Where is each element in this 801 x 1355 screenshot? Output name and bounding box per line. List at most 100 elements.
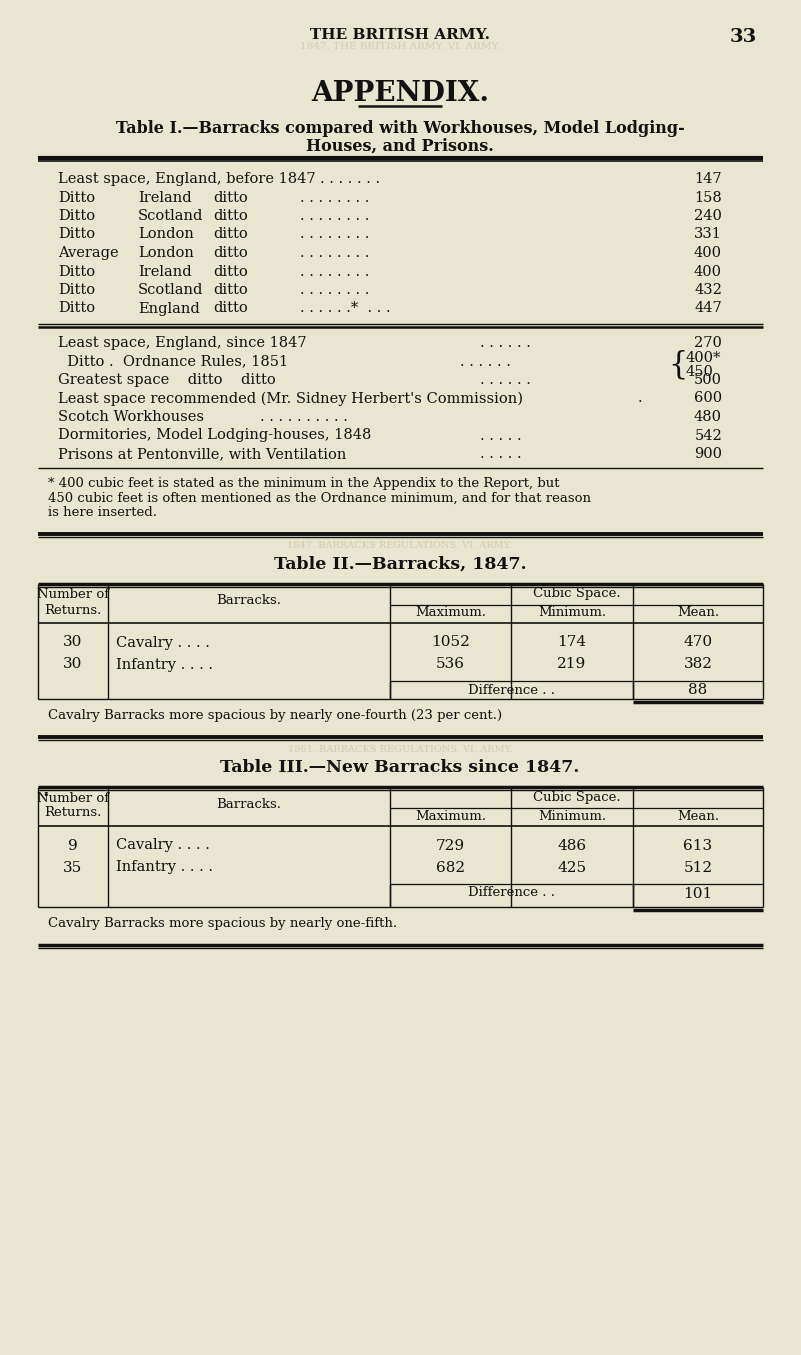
Text: 450 cubic feet is often mentioned as the Ordnance minimum, and for that reason: 450 cubic feet is often mentioned as the… <box>48 492 591 504</box>
Text: Difference . .: Difference . . <box>468 886 555 900</box>
Text: 447: 447 <box>694 302 722 316</box>
Text: Infantry . . . .: Infantry . . . . <box>116 657 213 672</box>
Text: 270: 270 <box>694 336 722 350</box>
Text: 331: 331 <box>694 228 722 241</box>
Text: London: London <box>138 228 194 241</box>
Text: Table II.—Barracks, 1847.: Table II.—Barracks, 1847. <box>274 556 526 573</box>
Text: ditto: ditto <box>213 302 248 316</box>
Text: 219: 219 <box>557 657 586 672</box>
Text: Difference . .: Difference . . <box>468 683 555 696</box>
Text: 382: 382 <box>683 657 713 672</box>
Text: Ditto: Ditto <box>58 264 95 279</box>
Text: Infantry . . . .: Infantry . . . . <box>116 860 213 874</box>
Text: Ditto: Ditto <box>58 209 95 224</box>
Text: Cavalry Barracks more spacious by nearly one-fourth (23 per cent.): Cavalry Barracks more spacious by nearly… <box>48 709 502 721</box>
Text: . . . . . . . .: . . . . . . . . <box>300 209 369 224</box>
Text: is here inserted.: is here inserted. <box>48 505 157 519</box>
Text: 470: 470 <box>683 635 713 649</box>
Text: . . . . .: . . . . . <box>480 447 521 461</box>
Text: Scotland: Scotland <box>138 283 203 297</box>
Text: Least space recommended (Mr. Sidney Herbert's Commission): Least space recommended (Mr. Sidney Herb… <box>58 392 523 406</box>
Text: . . . . . . . .: . . . . . . . . <box>300 264 369 279</box>
Text: Mean.: Mean. <box>677 809 719 822</box>
Text: Ditto .  Ordnance Rules, 1851: Ditto . Ordnance Rules, 1851 <box>58 355 288 369</box>
Text: {: { <box>668 350 687 381</box>
Text: 500: 500 <box>694 373 722 388</box>
Text: . . . . . . . .: . . . . . . . . <box>300 247 369 260</box>
Text: Table I.—Barracks compared with Workhouses, Model Lodging-: Table I.—Barracks compared with Workhous… <box>115 121 684 137</box>
Text: 1861. BARRACKS REGULATIONS. VI. ARMY.: 1861. BARRACKS REGULATIONS. VI. ARMY. <box>288 744 513 753</box>
Text: 682: 682 <box>436 860 465 874</box>
Text: ditto: ditto <box>213 191 248 205</box>
Text: 147: 147 <box>694 172 722 186</box>
Text: ditto: ditto <box>213 228 248 241</box>
Text: Barracks.: Barracks. <box>216 595 281 607</box>
Text: 1847. THE BRITISH ARMY. VI. ARMY.: 1847. THE BRITISH ARMY. VI. ARMY. <box>300 42 500 51</box>
Text: 240: 240 <box>694 209 722 224</box>
Text: . . . . .: . . . . . <box>480 428 521 443</box>
Text: Cavalry . . . .: Cavalry . . . . <box>116 839 210 852</box>
Text: ditto: ditto <box>213 283 248 297</box>
Text: 729: 729 <box>436 839 465 852</box>
Text: Least space, England, before 1847: Least space, England, before 1847 <box>58 172 316 186</box>
Text: Ditto: Ditto <box>58 302 95 316</box>
Text: * 400 cubic feet is stated as the minimum in the Appendix to the Report, but: * 400 cubic feet is stated as the minimu… <box>48 477 560 491</box>
Text: 9: 9 <box>68 839 78 852</box>
Text: Cavalry . . . .: Cavalry . . . . <box>116 635 210 649</box>
Text: Maximum.: Maximum. <box>415 809 486 822</box>
Text: Maximum.: Maximum. <box>415 607 486 619</box>
Text: 613: 613 <box>683 839 713 852</box>
Text: Average: Average <box>58 247 119 260</box>
Text: Ireland: Ireland <box>138 191 191 205</box>
Text: 486: 486 <box>557 839 586 852</box>
Text: 542: 542 <box>694 428 722 443</box>
Text: Number of
Returns.: Number of Returns. <box>37 791 109 820</box>
Text: Ireland: Ireland <box>138 264 191 279</box>
Text: 30: 30 <box>63 657 83 672</box>
Text: 1052: 1052 <box>431 635 470 649</box>
Text: Greatest space    ditto    ditto: Greatest space ditto ditto <box>58 373 276 388</box>
Text: 536: 536 <box>436 657 465 672</box>
Text: ditto: ditto <box>213 209 248 224</box>
Text: . . . . . . . .: . . . . . . . . <box>300 283 369 297</box>
Text: 35: 35 <box>63 860 83 874</box>
Text: Ditto: Ditto <box>58 228 95 241</box>
Text: Scotland: Scotland <box>138 209 203 224</box>
Text: . . . . . .*  . . .: . . . . . .* . . . <box>300 302 391 316</box>
Text: 88: 88 <box>688 683 707 698</box>
Text: Number of
Returns.: Number of Returns. <box>37 588 109 617</box>
Text: . . . . . . . .: . . . . . . . . <box>300 191 369 205</box>
Text: . . . . . . . . . .: . . . . . . . . . . <box>260 411 348 424</box>
Text: Table III.—New Barracks since 1847.: Table III.—New Barracks since 1847. <box>220 759 580 775</box>
Text: England: England <box>138 302 199 316</box>
Text: Cubic Space.: Cubic Space. <box>533 588 620 600</box>
Text: Cubic Space.: Cubic Space. <box>533 790 620 804</box>
Text: Prisons at Pentonville, with Ventilation: Prisons at Pentonville, with Ventilation <box>58 447 346 461</box>
Text: Ditto: Ditto <box>58 191 95 205</box>
Text: THE BRITISH ARMY.: THE BRITISH ARMY. <box>310 28 490 42</box>
Text: 1847. BARRACKS REGULATIONS. VI. ARMY.: 1847. BARRACKS REGULATIONS. VI. ARMY. <box>288 542 513 550</box>
Text: 33: 33 <box>730 28 757 46</box>
Text: 600: 600 <box>694 392 722 405</box>
Text: 512: 512 <box>683 860 713 874</box>
Text: 400: 400 <box>694 247 722 260</box>
Text: ditto: ditto <box>213 264 248 279</box>
Text: 101: 101 <box>683 886 713 901</box>
Text: Barracks.: Barracks. <box>216 798 281 810</box>
Text: 400*: 400* <box>685 351 720 364</box>
Text: . . . . . .: . . . . . . <box>480 336 531 350</box>
Text: .: . <box>638 392 642 405</box>
Text: 432: 432 <box>694 283 722 297</box>
Text: . . . . . .: . . . . . . <box>480 373 531 388</box>
Text: APPENDIX.: APPENDIX. <box>311 80 489 107</box>
Text: . . . . . .: . . . . . . <box>460 355 511 370</box>
Text: Scotch Workhouses: Scotch Workhouses <box>58 411 204 424</box>
Text: Minimum.: Minimum. <box>538 607 606 619</box>
Text: Ditto: Ditto <box>58 283 95 297</box>
Text: Houses, and Prisons.: Houses, and Prisons. <box>306 138 494 154</box>
Text: 400: 400 <box>694 264 722 279</box>
Text: 174: 174 <box>557 635 586 649</box>
Text: . . . . . . .: . . . . . . . <box>320 172 380 186</box>
Text: Dormitories, Model Lodging-houses, 1848: Dormitories, Model Lodging-houses, 1848 <box>58 428 372 443</box>
Text: 158: 158 <box>694 191 722 205</box>
